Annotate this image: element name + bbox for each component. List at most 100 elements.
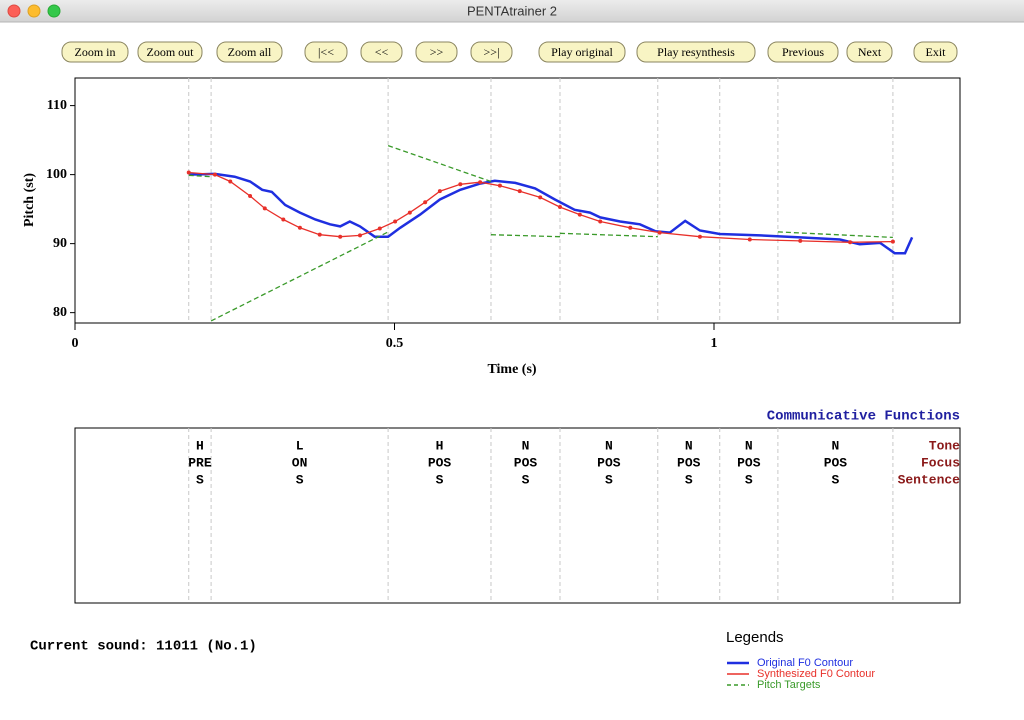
series-marker [517,189,522,194]
series-marker [577,212,582,217]
series-marker [281,217,286,222]
tier-name: Sentence [898,472,961,487]
series-line [188,172,914,255]
toolbar-button-label[interactable]: |<< [318,45,334,59]
series-marker [437,189,442,194]
series-marker [557,205,562,210]
toolbar-button[interactable] [360,41,403,63]
series-marker [228,179,233,184]
series-marker [848,240,853,245]
function-label: S [745,472,753,487]
minimize-button[interactable] [27,4,41,18]
tier-name: Focus [921,455,960,470]
series-marker [538,195,543,200]
title-bar [0,0,1024,22]
close-button[interactable] [7,4,21,18]
series-marker [458,182,463,187]
y-axis-label: Pitch (st) [22,173,37,227]
series-marker [798,238,803,243]
function-label: POS [428,455,452,470]
toolbar-button-label[interactable]: Next [858,45,882,59]
functions-title: Communicative Functions [767,409,960,425]
series-marker [377,226,382,231]
function-label: L [296,438,304,453]
window-title: PENTAtrainer 2 [467,3,557,18]
x-axis-label: Time (s) [487,362,536,377]
series-marker [423,200,428,205]
toolbar-button-label[interactable]: >>| [484,45,500,59]
toolbar-button-label[interactable]: Play resynthesis [657,45,735,59]
plot-frame [74,77,961,324]
series-marker [262,206,267,211]
series-marker [890,239,895,244]
function-label: N [745,438,753,453]
function-label: S [831,472,839,487]
series-line [188,171,893,243]
function-label: N [831,438,839,453]
legend-label: Pitch Targets [757,679,821,691]
toolbar-button-label[interactable]: Play original [551,45,613,59]
series-marker [747,237,752,242]
function-label: POS [737,455,761,470]
toolbar-button-label[interactable]: Zoom in [75,45,116,59]
y-tick-label: 90 [53,236,67,251]
series-marker [248,194,253,199]
legend-label: Synthesized F0 Contour [757,668,875,680]
toolbar-button[interactable] [137,41,203,63]
toolbar-button-label[interactable]: Zoom all [228,45,272,59]
y-tick-label: 110 [47,98,67,113]
function-label: ON [292,455,308,470]
function-label: POS [514,455,538,470]
function-label: S [685,472,693,487]
toolbar-button[interactable] [415,41,458,63]
y-tick-label: 100 [46,167,67,182]
toolbar-button[interactable] [538,41,626,63]
function-label: N [685,438,693,453]
function-label: H [436,438,444,453]
series-marker [186,170,191,175]
function-label: N [522,438,530,453]
series-marker [393,219,398,224]
series-marker [212,172,217,177]
toolbar-button-label[interactable]: << [375,45,389,59]
x-tick-label: 0 [72,336,79,351]
series-marker [297,225,302,230]
current-sound: Current sound: 11011 (No.1) [30,639,257,655]
toolbar-button[interactable] [913,41,958,63]
toolbar-button[interactable] [636,41,756,63]
function-label: POS [824,455,848,470]
function-label: N [605,438,613,453]
toolbar-button-label[interactable]: >> [430,45,444,59]
function-label: S [605,472,613,487]
toolbar-button[interactable] [846,41,893,63]
function-label: PRE [188,455,212,470]
series-marker [697,234,702,239]
toolbar-button[interactable] [767,41,839,63]
series-marker [657,230,662,235]
function-label: POS [597,455,621,470]
toolbar-button[interactable] [304,41,348,63]
toolbar-button[interactable] [470,41,513,63]
function-label: S [196,472,204,487]
toolbar-button-label[interactable]: Previous [782,45,824,59]
toolbar-button[interactable] [61,41,129,63]
toolbar-button-label[interactable]: Exit [926,45,947,59]
series-marker [357,233,362,238]
series-marker [317,232,322,237]
x-tick-label: 0.5 [386,336,404,351]
functions-panel [74,427,961,604]
legend-title: Legends [726,629,784,646]
series-marker [628,225,633,230]
function-label: POS [677,455,701,470]
series-line [188,144,893,322]
toolbar-button[interactable] [216,41,283,63]
series-marker [338,234,343,239]
function-label: S [522,472,530,487]
series-marker [598,219,603,224]
function-label: S [436,472,444,487]
legend-label: Original F0 Contour [757,657,853,669]
toolbar-button-label[interactable]: Zoom out [147,45,195,59]
zoom-button[interactable] [47,4,61,18]
